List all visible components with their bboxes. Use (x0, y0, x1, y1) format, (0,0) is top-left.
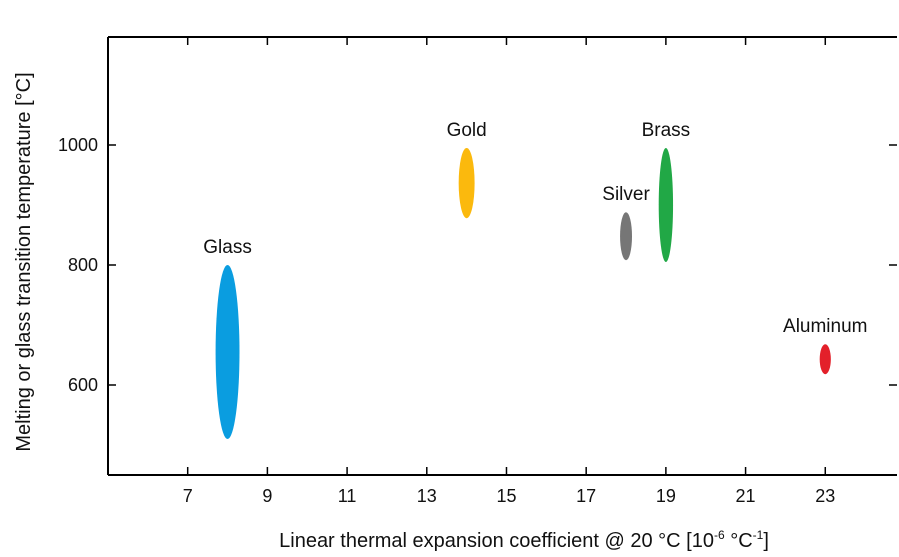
x-tick-label: 13 (417, 486, 437, 506)
x-tick-label: 23 (815, 486, 835, 506)
data-label-gold: Gold (447, 120, 487, 141)
y-tick-label: 800 (68, 255, 98, 275)
x-axis-title-exp1: -6 (714, 528, 725, 542)
x-tick-label: 17 (576, 486, 596, 506)
x-tick-label: 15 (496, 486, 516, 506)
x-axis-title-main: Linear thermal expansion coefficient @ 2… (279, 530, 714, 552)
data-point-glass (215, 265, 240, 439)
x-tick-label: 11 (338, 486, 357, 506)
data-label-aluminum: Aluminum (783, 316, 867, 337)
y-axis-title: Melting or glass transition temperature … (13, 72, 35, 451)
data-label-glass: Glass (203, 237, 252, 258)
data-point-brass (658, 148, 674, 262)
x-tick-label: 9 (262, 486, 272, 506)
y-tick-label: 600 (68, 375, 98, 395)
y-tick-label: 1000 (58, 135, 98, 155)
x-axis-title-end: ] (763, 530, 769, 552)
x-tick-label: 19 (656, 486, 676, 506)
x-axis-title-exp2: -1 (753, 528, 764, 542)
x-tick-label: 7 (183, 486, 193, 506)
x-tick-label: 21 (736, 486, 756, 506)
y-axis-ticks: 600 800 1000 (58, 135, 897, 395)
data-label-brass: Brass (642, 120, 691, 141)
data-point-aluminum (819, 344, 831, 375)
data-label-silver: Silver (602, 184, 650, 205)
data-point-silver (620, 212, 633, 261)
x-axis-ticks: 7 9 11 13 15 17 19 21 23 (183, 37, 835, 506)
data-point-gold (458, 148, 475, 219)
data-marks: Glass Gold Silver Brass Aluminum (203, 120, 868, 439)
x-axis-title-mid: °C (725, 530, 753, 552)
plot-frame (107, 36, 897, 476)
x-axis-title: Linear thermal expansion coefficient @ 2… (279, 528, 769, 552)
